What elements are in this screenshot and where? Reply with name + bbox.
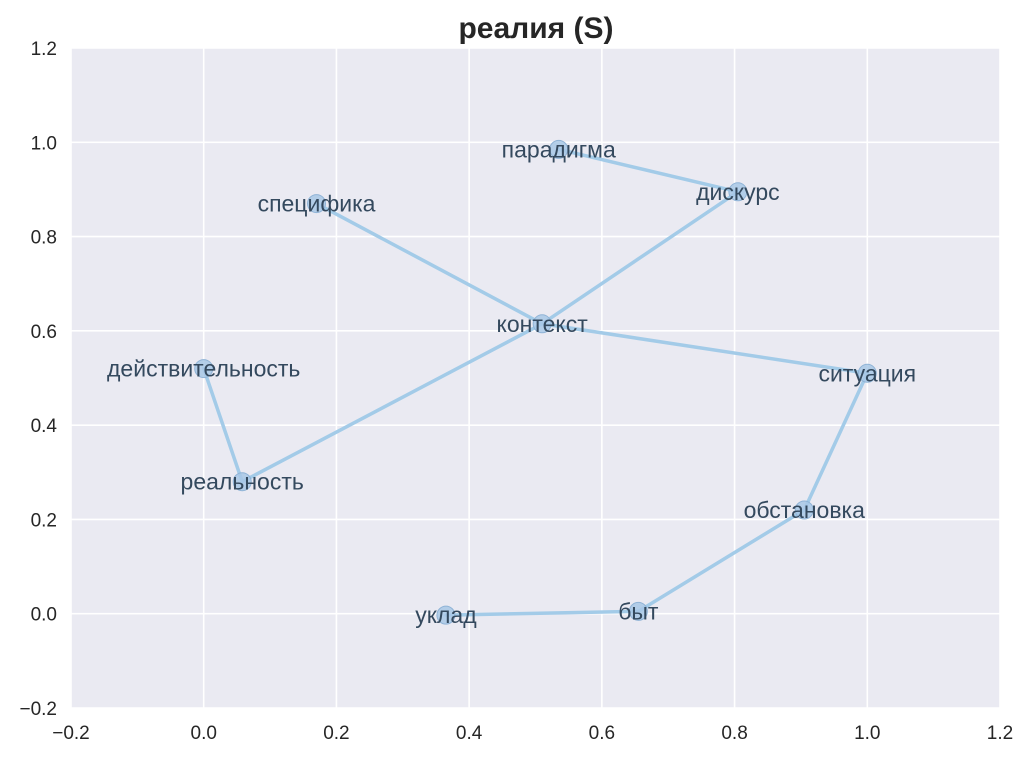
- edge-line: [444, 609, 641, 617]
- x-tick-label: −0.2: [52, 723, 90, 744]
- node-label: реальность: [181, 469, 304, 495]
- node-point: [532, 314, 552, 334]
- y-tick-label: −0.2: [19, 699, 57, 720]
- node-point: [436, 605, 456, 625]
- y-tick-label: 0.6: [31, 322, 57, 343]
- node-label: уклад: [415, 602, 477, 628]
- edge-line: [314, 201, 544, 326]
- y-tick-label: 0.2: [31, 510, 57, 531]
- chart-title: реалия (S): [458, 12, 613, 45]
- plot-area: [71, 48, 1000, 708]
- x-tick-label: 1.2: [987, 723, 1013, 744]
- x-tick-label: 1.0: [854, 723, 880, 744]
- x-tick-label: 0.4: [456, 723, 483, 744]
- x-tick-label: 0.0: [191, 723, 217, 744]
- edge-line: [802, 371, 870, 512]
- nodes-group: [194, 139, 877, 625]
- node-label: ситуация: [818, 360, 916, 386]
- node-point: [857, 363, 877, 383]
- node-point: [232, 472, 252, 492]
- node-point: [628, 601, 648, 621]
- y-tick-label: 1.0: [31, 133, 57, 154]
- edge-line: [540, 322, 870, 376]
- edge-line: [240, 322, 544, 484]
- node-label: парадигма: [502, 136, 616, 162]
- node-label: действительность: [107, 356, 300, 382]
- node-point: [194, 359, 214, 379]
- y-tick-label: 0.8: [31, 228, 57, 249]
- node-point: [794, 500, 814, 520]
- x-tick-label: 0.8: [721, 723, 747, 744]
- edge-line: [540, 190, 740, 326]
- y-tick-label: 0.4: [31, 416, 58, 437]
- node-label: быт: [618, 598, 659, 624]
- x-tick-label: 0.6: [589, 723, 615, 744]
- edge-line: [556, 147, 740, 194]
- node-point: [307, 194, 327, 214]
- node-labels-group: парадигма дискурс специфика контекст ситуаци…: [107, 136, 916, 628]
- y-tick-label: 1.2: [31, 39, 57, 60]
- node-label: обстановка: [744, 497, 866, 523]
- node-label: дискурс: [696, 179, 780, 205]
- x-axis-ticks: −0.2 0.0 0.2 0.4 0.6 0.8 1.0 1.2: [52, 723, 1013, 744]
- y-tick-label: 0.0: [31, 605, 57, 626]
- node-label: специфика: [258, 191, 376, 217]
- node-point: [728, 182, 748, 202]
- node-label: контекст: [497, 311, 589, 337]
- edge-line: [201, 366, 244, 484]
- edges-group: [201, 147, 870, 617]
- node-point: [549, 139, 569, 159]
- y-axis-ticks: −0.2 0.0 0.2 0.4 0.6 0.8 1.0 1.2: [19, 39, 57, 720]
- x-tick-label: 0.2: [323, 723, 349, 744]
- edge-line: [636, 508, 806, 614]
